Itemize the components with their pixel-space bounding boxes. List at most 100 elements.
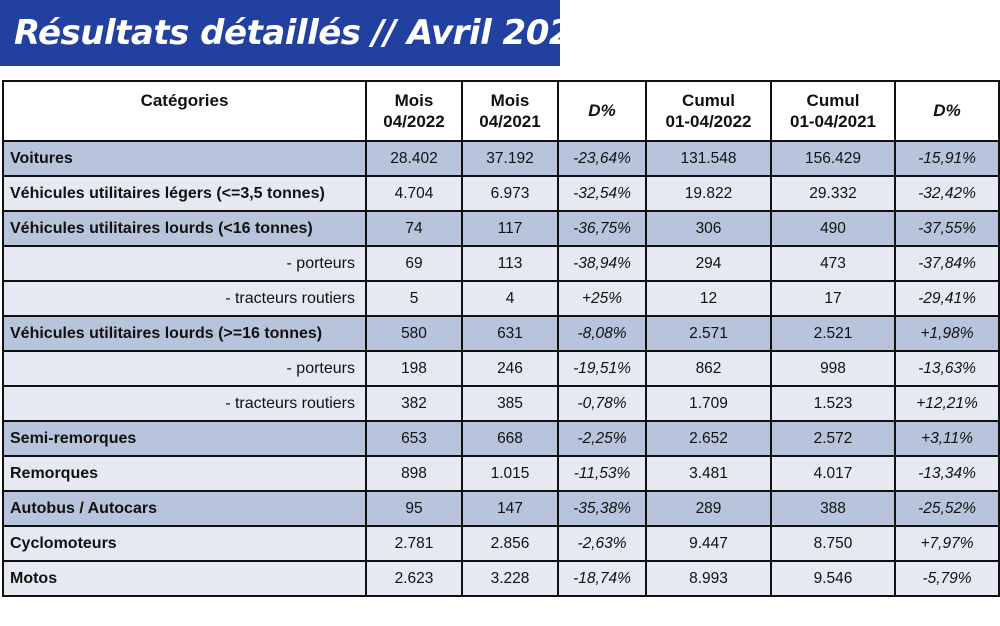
header-mois-2021-line2: 04/2021 — [479, 112, 541, 131]
header-categories: Catégories — [2, 80, 367, 142]
table-row: Remorques 898 1.015 -11,53% 3.481 4.017 … — [2, 455, 1000, 492]
row-label: Cyclomoteurs — [2, 525, 367, 562]
page-title: Résultats détaillés // Avril 2022 — [14, 13, 596, 53]
table-row: Voitures 28.402 37.192 -23,64% 131.548 1… — [2, 140, 1000, 177]
table-header-row: Catégories Mois 04/2022 Mois 04/2021 D% … — [2, 80, 1000, 142]
cell-mois-2022: 4.704 — [365, 175, 463, 212]
cell-mois-2022: 898 — [365, 455, 463, 492]
row-label: Véhicules utilitaires lourds (<16 tonnes… — [2, 210, 367, 247]
cell-cumul-2021: 9.546 — [770, 560, 896, 597]
cell-cumul-2021: 4.017 — [770, 455, 896, 492]
cell-cumul-2022: 2.571 — [645, 315, 772, 352]
cell-d-cumul: +12,21% — [894, 385, 1000, 422]
cell-d-mois: -36,75% — [557, 210, 647, 247]
cell-d-cumul: -15,91% — [894, 140, 1000, 177]
cell-d-cumul: -32,42% — [894, 175, 1000, 212]
cell-mois-2022: 5 — [365, 280, 463, 317]
table-row: Véhicules utilitaires légers (<=3,5 tonn… — [2, 175, 1000, 212]
table-row: - porteurs 198 246 -19,51% 862 998 -13,6… — [2, 350, 1000, 387]
cell-mois-2022: 69 — [365, 245, 463, 282]
cell-cumul-2021: 8.750 — [770, 525, 896, 562]
title-banner: Résultats détaillés // Avril 2022 — [0, 0, 596, 66]
cell-d-cumul: +7,97% — [894, 525, 1000, 562]
cell-cumul-2022: 12 — [645, 280, 772, 317]
cell-cumul-2022: 289 — [645, 490, 772, 527]
header-cumul-2022-line1: Cumul — [682, 90, 735, 110]
cell-d-mois: -2,25% — [557, 420, 647, 457]
header-mois-2022-line1: Mois — [394, 90, 434, 110]
table-row: Autobus / Autocars 95 147 -35,38% 289 38… — [2, 490, 1000, 527]
cell-mois-2022: 198 — [365, 350, 463, 387]
cell-cumul-2022: 8.993 — [645, 560, 772, 597]
cell-mois-2021: 147 — [461, 490, 559, 527]
cell-cumul-2021: 156.429 — [770, 140, 896, 177]
row-label: Voitures — [2, 140, 367, 177]
table-row: Véhicules utilitaires lourds (<16 tonnes… — [2, 210, 1000, 247]
cell-d-cumul: -13,34% — [894, 455, 1000, 492]
cell-cumul-2022: 1.709 — [645, 385, 772, 422]
cell-mois-2021: 3.228 — [461, 560, 559, 597]
header-cumul-2021: Cumul 01-04/2021 — [770, 80, 896, 142]
cell-d-cumul: -25,52% — [894, 490, 1000, 527]
cell-mois-2021: 2.856 — [461, 525, 559, 562]
header-mois-2021-line1: Mois — [490, 90, 530, 110]
cell-cumul-2022: 3.481 — [645, 455, 772, 492]
cell-mois-2021: 4 — [461, 280, 559, 317]
cell-d-mois: -23,64% — [557, 140, 647, 177]
cell-cumul-2021: 29.332 — [770, 175, 896, 212]
cell-cumul-2021: 388 — [770, 490, 896, 527]
cell-cumul-2022: 9.447 — [645, 525, 772, 562]
cell-d-cumul: -5,79% — [894, 560, 1000, 597]
cell-d-mois: -0,78% — [557, 385, 647, 422]
row-label: Semi-remorques — [2, 420, 367, 457]
cell-cumul-2022: 862 — [645, 350, 772, 387]
header-cumul-2021-line1: Cumul — [806, 90, 860, 110]
table-row: - tracteurs routiers 382 385 -0,78% 1.70… — [2, 385, 1000, 422]
cell-cumul-2021: 2.521 — [770, 315, 896, 352]
header-d-pct-mois: D% — [557, 80, 647, 142]
cell-d-mois: -2,63% — [557, 525, 647, 562]
header-cumul-2022-line2: 01-04/2022 — [665, 112, 752, 131]
cell-mois-2022: 2.781 — [365, 525, 463, 562]
cell-d-mois: -35,38% — [557, 490, 647, 527]
cell-d-mois: -18,74% — [557, 560, 647, 597]
cell-cumul-2021: 1.523 — [770, 385, 896, 422]
cell-mois-2021: 668 — [461, 420, 559, 457]
cell-d-cumul: +3,11% — [894, 420, 1000, 457]
table-row: - porteurs 69 113 -38,94% 294 473 -37,84… — [2, 245, 1000, 282]
cell-cumul-2022: 306 — [645, 210, 772, 247]
header-cumul-2022: Cumul 01-04/2022 — [645, 80, 772, 142]
cell-mois-2022: 28.402 — [365, 140, 463, 177]
cell-cumul-2022: 294 — [645, 245, 772, 282]
row-label: - tracteurs routiers — [2, 280, 367, 317]
cell-d-cumul: +1,98% — [894, 315, 1000, 352]
row-label: Remorques — [2, 455, 367, 492]
cell-mois-2021: 37.192 — [461, 140, 559, 177]
table-row: - tracteurs routiers 5 4 +25% 12 17 -29,… — [2, 280, 1000, 317]
row-label: Véhicules utilitaires lourds (>=16 tonne… — [2, 315, 367, 352]
cell-mois-2021: 631 — [461, 315, 559, 352]
cell-mois-2022: 2.623 — [365, 560, 463, 597]
table-row: Semi-remorques 653 668 -2,25% 2.652 2.57… — [2, 420, 1000, 457]
cell-mois-2022: 382 — [365, 385, 463, 422]
cell-d-cumul: -13,63% — [894, 350, 1000, 387]
cell-cumul-2022: 19.822 — [645, 175, 772, 212]
cell-d-cumul: -37,55% — [894, 210, 1000, 247]
header-mois-2021: Mois 04/2021 — [461, 80, 559, 142]
cell-d-mois: -8,08% — [557, 315, 647, 352]
cell-mois-2022: 74 — [365, 210, 463, 247]
cell-d-cumul: -37,84% — [894, 245, 1000, 282]
row-label: Motos — [2, 560, 367, 597]
cell-cumul-2022: 2.652 — [645, 420, 772, 457]
cell-mois-2021: 246 — [461, 350, 559, 387]
table-row: Véhicules utilitaires lourds (>=16 tonne… — [2, 315, 1000, 352]
cell-d-mois: -11,53% — [557, 455, 647, 492]
cell-mois-2022: 653 — [365, 420, 463, 457]
cell-cumul-2021: 2.572 — [770, 420, 896, 457]
cell-d-mois: -38,94% — [557, 245, 647, 282]
row-label: - porteurs — [2, 350, 367, 387]
cell-d-mois: +25% — [557, 280, 647, 317]
cell-cumul-2021: 473 — [770, 245, 896, 282]
cell-cumul-2022: 131.548 — [645, 140, 772, 177]
row-label: - tracteurs routiers — [2, 385, 367, 422]
